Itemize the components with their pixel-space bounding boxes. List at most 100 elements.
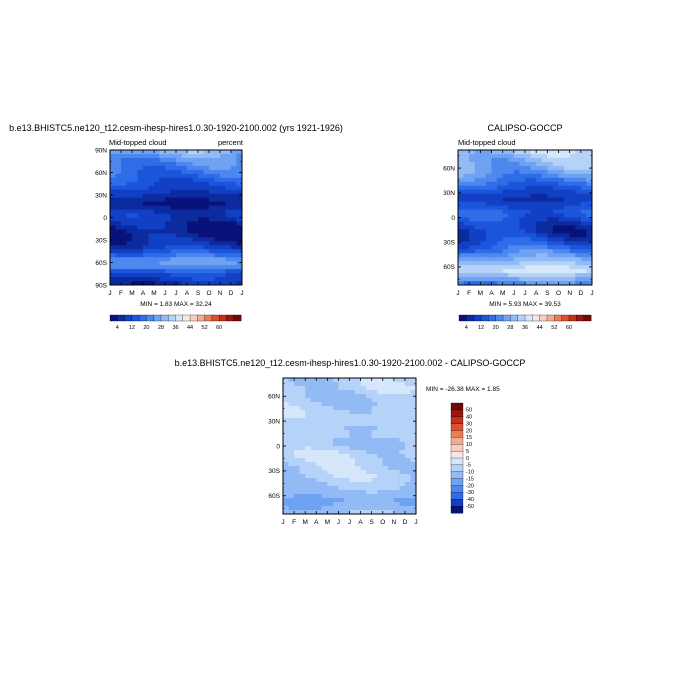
contour-cell <box>530 173 537 179</box>
contour-cell <box>519 257 526 262</box>
contour-cell <box>371 494 378 499</box>
contour-cell <box>580 265 587 270</box>
contour-cell <box>332 378 339 383</box>
contour-cell <box>299 454 306 459</box>
contour-cell <box>377 506 384 511</box>
contour-cell <box>463 181 470 187</box>
contour-cell <box>586 185 593 191</box>
contour-cell <box>525 241 532 246</box>
contour-cell <box>176 233 182 238</box>
contour-cell <box>327 454 334 459</box>
contour-cell <box>474 225 481 230</box>
contour-cell <box>192 181 199 187</box>
contour-cell <box>469 225 476 230</box>
contour-cell <box>148 269 155 274</box>
contour-cell <box>547 169 554 175</box>
contour-cell <box>382 458 389 463</box>
contour-cell <box>170 261 177 266</box>
contour-cell <box>536 213 543 218</box>
contour-cell <box>513 201 520 207</box>
contour-cell <box>355 406 362 411</box>
contour-cell <box>220 193 226 199</box>
contour-cell <box>283 394 290 399</box>
contour-cell <box>121 281 127 286</box>
contour-cell <box>485 233 492 238</box>
contour-cell <box>299 458 306 463</box>
contour-cell <box>231 245 237 250</box>
contour-cell <box>148 273 155 278</box>
colorbar-box <box>583 314 592 322</box>
contour-cell <box>382 474 389 479</box>
contour-cell <box>564 197 571 203</box>
contour-cell <box>132 281 138 286</box>
contour-cell <box>458 150 465 155</box>
contour-cell <box>137 245 144 250</box>
contour-cell <box>536 185 543 191</box>
contour-cell <box>360 478 367 483</box>
contour-cell <box>564 165 571 171</box>
contour-cell <box>327 486 334 491</box>
contour-cell <box>187 177 193 183</box>
contour-cell <box>586 197 593 203</box>
contour-cell <box>575 177 582 183</box>
contour-cell <box>159 197 166 203</box>
contour-cell <box>508 213 515 218</box>
contour-cell <box>327 430 334 435</box>
contour-cell <box>126 201 133 207</box>
contour-cell <box>310 442 317 447</box>
contour-cell <box>220 209 226 215</box>
contour-cell <box>377 486 384 491</box>
contour-cell <box>209 161 215 167</box>
contour-cell <box>176 197 182 203</box>
contour-cell <box>497 209 504 215</box>
panel-difference: b.e13.BHISTC5.ne120_t12.cesm-ihesp-hires… <box>175 358 526 526</box>
contour-cell <box>203 161 210 167</box>
contour-cell <box>404 406 411 411</box>
contour-cell <box>154 197 160 203</box>
contour-cell <box>360 446 367 451</box>
contour-cell <box>474 217 481 222</box>
x-tick-label: A <box>185 290 190 297</box>
contour-cell <box>126 153 133 159</box>
contour-cell <box>231 150 237 155</box>
contour-cell <box>137 257 144 262</box>
contour-cell <box>203 265 210 270</box>
contour-cell <box>159 181 166 187</box>
contour-cell <box>355 410 362 415</box>
contour-cell <box>491 265 498 270</box>
contour-cell <box>513 209 520 215</box>
contour-cell <box>343 510 350 515</box>
contour-cell <box>214 217 221 222</box>
contour-cell <box>508 257 515 262</box>
contour-cell <box>536 253 543 258</box>
contour-cell <box>231 161 237 167</box>
contour-cell <box>480 221 487 226</box>
contour-cell <box>327 462 334 467</box>
colorbar-label: -20 <box>466 483 474 489</box>
colorbar-box <box>160 314 169 322</box>
contour-cell <box>480 209 487 215</box>
contour-cell <box>115 245 122 250</box>
contour-cell <box>569 205 576 211</box>
contour-cell <box>497 257 504 262</box>
contour-cell <box>321 470 328 475</box>
contour-cell <box>159 269 166 274</box>
contour-cell <box>536 217 543 222</box>
x-tick-label: O <box>206 290 211 297</box>
contour-cell <box>502 165 509 171</box>
contour-cell <box>209 253 215 258</box>
contour-cell <box>558 185 565 191</box>
contour-cell <box>225 237 232 242</box>
contour-cell <box>349 454 356 459</box>
contour-cell <box>580 249 587 254</box>
contour-cell <box>502 201 509 207</box>
contour-cell <box>497 281 504 286</box>
contour-cell <box>569 157 576 163</box>
contour-cell <box>502 209 509 215</box>
contour-cell <box>192 249 199 254</box>
contour-cell <box>580 181 587 187</box>
contour-cell <box>564 217 571 222</box>
contour-cell <box>388 486 395 491</box>
contour-cell <box>288 482 295 487</box>
contour-cell <box>530 245 537 250</box>
